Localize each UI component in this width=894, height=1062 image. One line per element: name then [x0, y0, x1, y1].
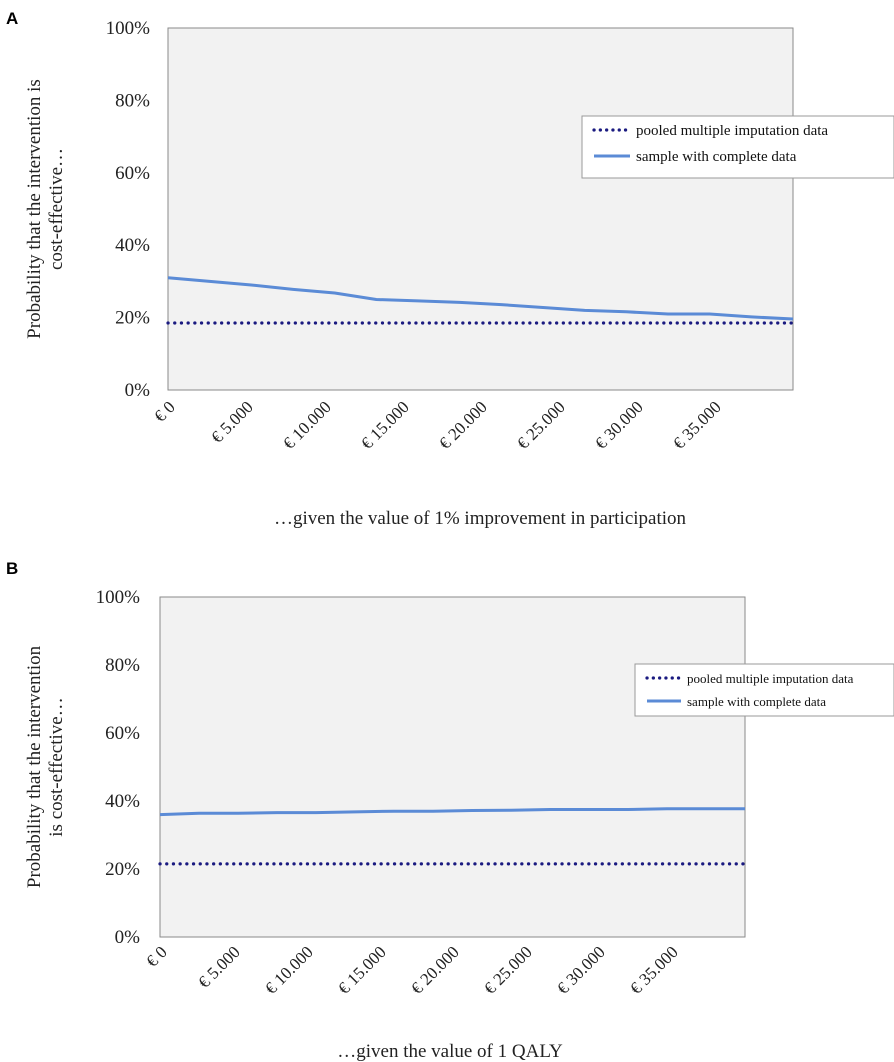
x-tick-label: € 5.000: [194, 942, 243, 991]
y-tick-label: 80%: [115, 90, 150, 111]
chart-panel-b: 0% 20% 40% 60% 80% 100% € 0 € 5.000 € 10.000 € 15…: [24, 587, 894, 1062]
x-tick-label: € 15.000: [357, 397, 413, 453]
y-axis-title-line: is cost-effective…: [46, 697, 67, 836]
x-axis-title: …given the value of 1 QALY: [337, 1041, 563, 1062]
y-tick-label: 0%: [115, 927, 141, 948]
y-axis-title-line: Probability that the intervention: [24, 645, 45, 888]
y-tick-label: 100%: [96, 587, 141, 608]
legend-label: pooled multiple imputation data: [636, 123, 828, 139]
x-tick-label: € 5.000: [207, 397, 256, 446]
panel-b-letter: B: [6, 559, 18, 578]
x-tick-label: € 15.000: [334, 942, 390, 998]
legend-a: pooled multiple imputation data sample wi…: [581, 115, 894, 179]
x-tick-label: € 20.000: [407, 942, 463, 998]
x-tick-label: € 30.000: [591, 397, 647, 453]
x-tick-label: € 0: [142, 942, 170, 970]
y-tick-label: 40%: [115, 235, 150, 256]
y-axis-title: Probability that the intervention iscost…: [24, 79, 67, 339]
series-line-solid: [167, 276, 794, 321]
x-tick-label: € 10.000: [261, 942, 317, 998]
y-tick-label: 20%: [115, 308, 150, 329]
x-tick-label: € 20.000: [435, 397, 491, 453]
x-tick-label: € 35.000: [669, 397, 725, 453]
plot-area-a: [167, 27, 794, 391]
x-tick-label: € 25.000: [480, 942, 536, 998]
y-tick-label: 40%: [105, 791, 140, 812]
x-tick-label: € 25.000: [513, 397, 569, 453]
panel-a-letter: A: [6, 9, 18, 28]
x-tick-label: € 0: [150, 397, 178, 425]
x-tick-label: € 30.000: [553, 942, 609, 998]
y-tick-label: 60%: [115, 163, 150, 184]
x-tick-label: € 35.000: [626, 942, 682, 998]
chart-panel-a: 0% 20% 40% 60% 80% 100% € 0 € 5.000 € 10.000 € 15…: [24, 18, 894, 529]
plot-area-b: [159, 596, 746, 938]
y-axis-title-line: Probability that the intervention is: [24, 79, 45, 339]
y-tick-label: 100%: [106, 18, 151, 39]
legend-b: pooled multiple imputation data sample wi…: [634, 663, 894, 717]
legend-label: pooled multiple imputation data: [687, 671, 854, 686]
y-axis-title: Probability that the interventionis cost…: [24, 645, 67, 888]
legend-box: [634, 663, 894, 717]
y-tick-label: 0%: [125, 380, 151, 401]
legend-label: sample with complete data: [687, 694, 826, 709]
y-axis-title-line: cost-effective…: [46, 148, 67, 270]
x-tick-label: € 10.000: [279, 397, 335, 453]
x-axis-title: …given the value of 1% improvement in pa…: [274, 508, 687, 529]
legend-box: [581, 115, 894, 179]
y-tick-label: 20%: [105, 859, 140, 880]
y-tick-label: 80%: [105, 655, 140, 676]
legend-label: sample with complete data: [636, 149, 797, 165]
y-tick-label: 60%: [105, 723, 140, 744]
series-line-solid: [159, 807, 745, 817]
